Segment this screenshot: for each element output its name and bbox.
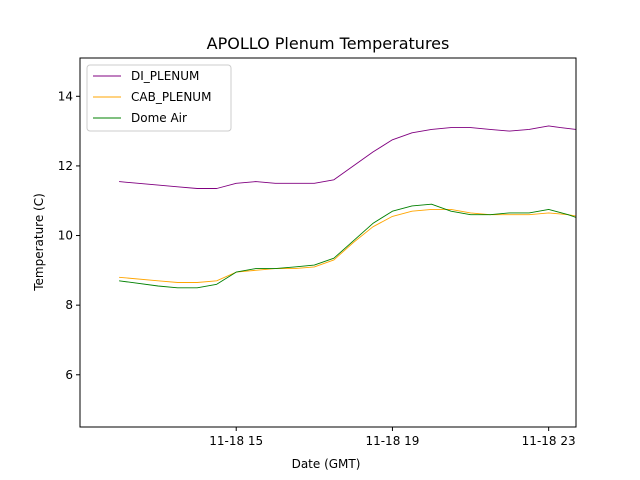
series-layer — [119, 125, 576, 289]
y-tick-label: 10 — [58, 229, 73, 243]
legend-label-0: DI_PLENUM — [131, 69, 199, 83]
y-axis: 6 8 10 12 14 — [58, 89, 80, 382]
plot-frame — [79, 57, 577, 428]
y-tick-label: 6 — [65, 368, 73, 382]
legend: DI_PLENUM CAB_PLENUM Dome Air — [86, 64, 232, 132]
x-tick-label: 11-18 19 — [365, 434, 419, 448]
series-line-1 — [119, 208, 576, 283]
series-line-0 — [119, 125, 576, 189]
y-tick-label: 8 — [65, 298, 73, 312]
x-tick-label: 11-18 15 — [209, 434, 263, 448]
x-tick-label: 11-18 23 — [522, 434, 576, 448]
legend-box — [86, 64, 232, 132]
legend-label-2: Dome Air — [131, 111, 187, 125]
y-tick-label: 12 — [58, 159, 73, 173]
chart-title: APOLLO Plenum Temperatures — [207, 34, 450, 53]
y-axis-label: Temperature (C) — [32, 193, 46, 292]
legend-label-1: CAB_PLENUM — [131, 90, 211, 104]
x-axis-label: Date (GMT) — [292, 457, 361, 471]
y-tick-label: 14 — [58, 89, 73, 103]
series-line-2 — [119, 203, 576, 289]
